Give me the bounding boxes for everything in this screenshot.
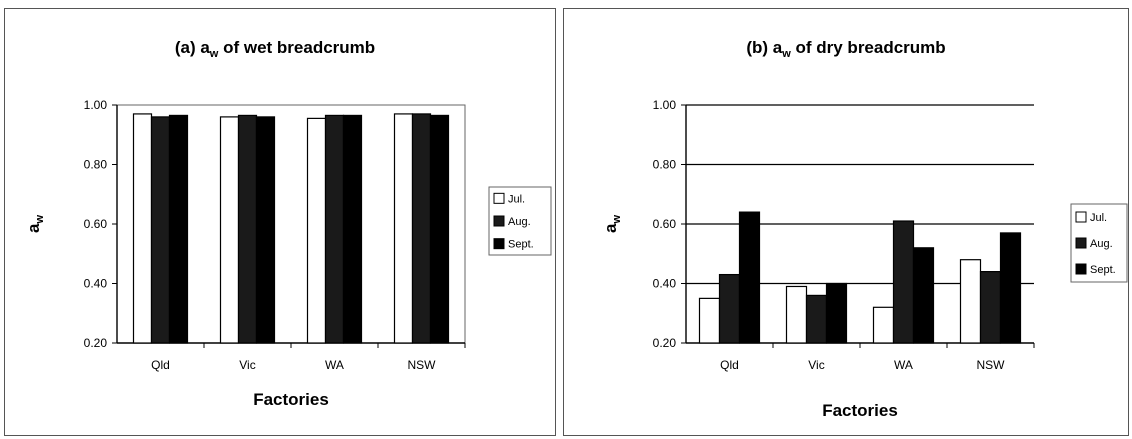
bar-aug-wa <box>892 220 915 344</box>
chart-title: (b) aw of dry breadcrumb <box>746 38 945 60</box>
chart-title: (a) aw of wet breadcrumb <box>175 38 375 60</box>
x-tick-label: Vic <box>239 358 255 372</box>
y-tick-label: 0.80 <box>653 158 677 172</box>
x-tick-label: NSW <box>977 358 1006 372</box>
x-tick-label: WA <box>325 358 344 372</box>
y-axis-label: aw <box>601 215 623 233</box>
legend-label: Jul. <box>508 193 525 205</box>
y-tick-label: 0.40 <box>84 277 108 291</box>
y-axis-label-main: a <box>24 223 43 233</box>
x-tick-label: Vic <box>808 358 824 372</box>
y-tick-label: 1.00 <box>653 98 677 112</box>
bar-sept-nsw <box>999 232 1022 344</box>
chart-title-subscript: w <box>781 48 791 60</box>
chart-a-svg: (a) aw of wet breadcrumb0.200.400.600.80… <box>24 38 552 409</box>
bar-aug-qld <box>150 116 171 344</box>
y-tick-label: 0.60 <box>653 217 677 231</box>
chart-b-svg: (b) aw of dry breadcrumb0.200.400.600.80… <box>601 38 1128 420</box>
bar-aug-wa <box>324 114 345 344</box>
bar-aug-qld <box>718 273 741 344</box>
bar-sept-wa <box>342 114 363 344</box>
y-axis-label: aw <box>24 215 46 233</box>
chart-title-rest: of dry breadcrumb <box>791 38 946 57</box>
y-tick-label: 0.60 <box>84 217 108 231</box>
y-tick-label: 0.20 <box>84 336 108 350</box>
x-axis-label: Factories <box>822 401 898 420</box>
legend-swatch <box>1075 211 1087 223</box>
bar-sept-vic <box>255 116 276 344</box>
bar-jul-vic <box>219 116 240 344</box>
bar-jul-vic <box>785 285 808 344</box>
x-tick-label: WA <box>894 358 913 372</box>
bar-jul-nsw <box>393 113 414 344</box>
chart-panel-wet-breadcrumb: (a) aw of wet breadcrumb 0.20 0.40 0.60 0.80… <box>4 8 556 436</box>
bar-sept-qld <box>738 211 761 344</box>
bar-aug-nsw <box>979 271 1002 344</box>
x-axis-label: Factories <box>253 390 329 409</box>
x-tick-label: Qld <box>151 358 170 372</box>
bar-sept-nsw <box>429 114 450 344</box>
y-tick-label: 0.80 <box>84 158 108 172</box>
bar-jul-qld <box>698 297 721 344</box>
legend-swatch <box>493 238 505 250</box>
legend-swatch <box>1075 237 1087 249</box>
x-tick-label: NSW <box>408 358 437 372</box>
legend-label: Aug. <box>508 216 531 228</box>
legend-swatch <box>493 192 505 204</box>
legend-label: Jul. <box>1090 212 1107 224</box>
legend-label: Sept. <box>1090 264 1116 276</box>
chart-title-rest: of wet breadcrumb <box>218 38 375 57</box>
bar-sept-wa <box>912 247 935 344</box>
x-tick-label: Qld <box>720 358 739 372</box>
bar-aug-vic <box>237 114 258 344</box>
y-axis-label-main: a <box>601 223 620 233</box>
y-tick-label: 0.40 <box>653 277 677 291</box>
bar-jul-wa <box>306 117 327 344</box>
y-axis-label-subscript: w <box>34 215 46 225</box>
y-tick-label: 1.00 <box>84 98 108 112</box>
legend-swatch <box>493 215 505 227</box>
chart-title-main: (a) a <box>175 38 211 57</box>
y-tick-label: 0.20 <box>653 336 677 350</box>
y-axis-label-subscript: w <box>611 215 623 225</box>
bar-sept-vic <box>825 282 848 344</box>
chart-panel-dry-breadcrumb: (b) aw of dry breadcrumb 0.20 0.40 0.60 0.80… <box>563 8 1129 436</box>
legend-swatch <box>1075 263 1087 275</box>
bar-aug-nsw <box>411 113 432 344</box>
bar-sept-qld <box>168 114 189 344</box>
bar-jul-nsw <box>959 259 982 344</box>
chart-title-main: (b) a <box>746 38 782 57</box>
chart-title-subscript: w <box>209 48 219 60</box>
bar-jul-qld <box>132 113 153 344</box>
legend-label: Aug. <box>1090 238 1113 250</box>
legend-label: Sept. <box>508 239 534 251</box>
bar-jul-wa <box>872 306 895 344</box>
bar-aug-vic <box>805 294 828 344</box>
